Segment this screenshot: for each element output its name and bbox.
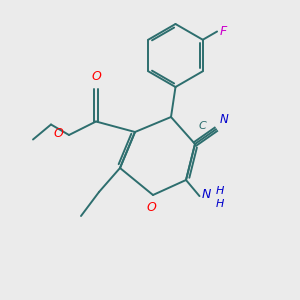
Text: O: O (147, 201, 156, 214)
Text: N: N (202, 188, 211, 201)
Text: H: H (216, 186, 224, 196)
Text: C: C (199, 122, 207, 131)
Text: O: O (91, 70, 101, 83)
Text: N: N (220, 113, 228, 126)
Text: H: H (216, 200, 224, 209)
Text: F: F (220, 25, 227, 38)
Text: O: O (54, 127, 64, 140)
